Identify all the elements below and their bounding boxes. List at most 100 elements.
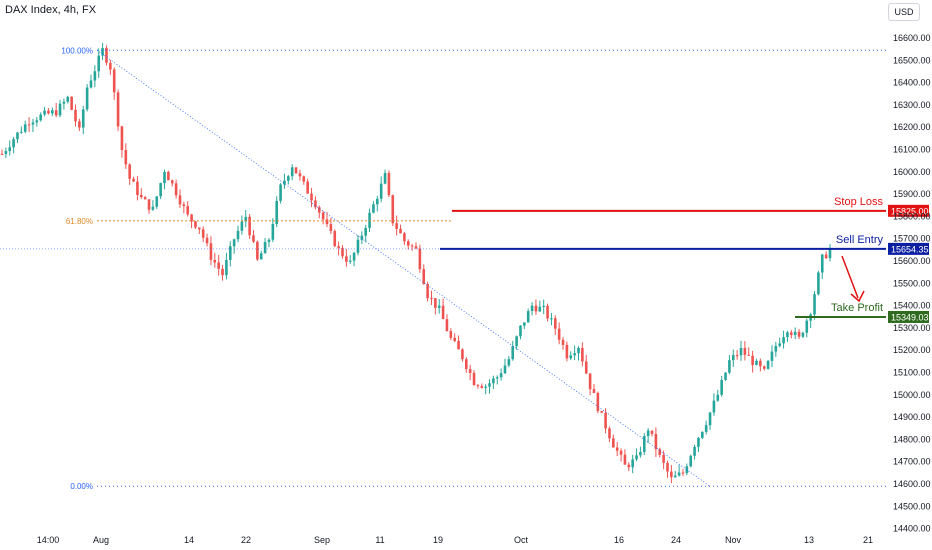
y-tick-label: 16500.00 (893, 55, 931, 65)
candle-body (666, 462, 669, 472)
candle-body (8, 147, 12, 152)
candle-body (523, 322, 526, 326)
candle-body (348, 260, 352, 262)
candle-body (530, 305, 534, 312)
candle-body (345, 256, 348, 262)
x-tick-label: 14 (184, 535, 194, 545)
candle-body (495, 377, 499, 379)
candle-body (635, 455, 638, 460)
candle-body (128, 164, 131, 179)
candle-body (728, 360, 731, 373)
candle-body (228, 246, 232, 260)
currency-button[interactable]: USD (888, 3, 920, 21)
x-tick-label: Aug (93, 535, 109, 545)
candle-body (321, 212, 325, 220)
price-tag-label: 15349.03 (891, 312, 929, 322)
candle-body (724, 372, 727, 380)
candle-body (221, 268, 224, 276)
candle-body (85, 87, 89, 110)
candle-body (225, 259, 228, 276)
candle-body (167, 171, 170, 181)
candle-body (283, 180, 286, 185)
y-tick-label: 15500.00 (893, 278, 931, 288)
price-tag (888, 242, 929, 255)
candle-body (472, 372, 476, 386)
candle-body (93, 71, 97, 81)
y-tick-label: 16000.00 (893, 167, 931, 177)
candle-body (511, 346, 515, 360)
y-tick-label: 16200.00 (893, 122, 931, 132)
candle-body (35, 120, 39, 123)
candle-body (670, 471, 673, 478)
candle-body (739, 347, 743, 356)
candle-body (4, 151, 8, 155)
candle-body (759, 360, 762, 367)
candle-body (662, 454, 665, 463)
candle-body (569, 355, 573, 359)
candle-body (0, 153, 4, 155)
candle-body (391, 195, 395, 224)
y-tick-label: 15100.00 (893, 368, 931, 378)
candle-body (449, 331, 453, 338)
candle-body (519, 325, 522, 337)
candle-body (298, 173, 302, 177)
candle-body (526, 311, 530, 323)
candle-body (287, 176, 290, 181)
candle-body (813, 294, 816, 315)
price-tag (888, 204, 929, 217)
candle-body (422, 269, 426, 285)
candle-body (608, 428, 611, 439)
candle-body (824, 254, 828, 259)
candle-body (492, 378, 495, 384)
candle-body (310, 193, 313, 201)
candle-body (457, 340, 460, 350)
x-tick-label: 16 (614, 535, 624, 545)
candle-body (306, 181, 309, 194)
candle-body (581, 347, 584, 362)
candle-body (217, 262, 220, 269)
candle-body (376, 198, 379, 205)
candle-body (615, 447, 619, 451)
candle-body (786, 332, 789, 338)
candle-body (577, 347, 580, 354)
candle-body (256, 241, 259, 260)
candle-body (658, 449, 662, 455)
candle-body (109, 62, 112, 70)
candle-body (20, 131, 23, 133)
candle-body (147, 199, 151, 210)
candle-body (74, 109, 77, 122)
candle-body (352, 252, 356, 261)
price-tag-label: 15654.35 (891, 244, 929, 254)
candle-body (434, 298, 437, 308)
candle-body (379, 183, 383, 199)
candle-body (820, 254, 824, 273)
candle-body (596, 392, 600, 411)
candle-body (16, 132, 19, 140)
arrow-head (850, 290, 865, 303)
y-tick-label: 14500.00 (893, 501, 931, 511)
candle-body (673, 475, 677, 478)
candle-body (387, 173, 391, 196)
candle-body (546, 305, 549, 319)
candle-body (600, 410, 604, 413)
candle-body (573, 353, 576, 356)
candle-body (592, 389, 596, 393)
candle-body (553, 318, 557, 329)
candle-body (240, 221, 244, 231)
candle-body (236, 230, 240, 240)
candle-body (271, 223, 275, 240)
y-tick-label: 15600.00 (893, 256, 931, 266)
candle-body (720, 379, 723, 395)
candle-body (793, 331, 797, 336)
candle-body (828, 249, 832, 259)
x-tick-label: 22 (241, 535, 251, 545)
candle-body (584, 361, 588, 374)
candle-body (279, 184, 282, 201)
candle-body (105, 48, 108, 63)
candle-body (120, 126, 124, 151)
candle-body (817, 272, 820, 295)
candle-body (294, 167, 298, 174)
candle-body (383, 173, 387, 184)
candle-body (445, 319, 449, 332)
